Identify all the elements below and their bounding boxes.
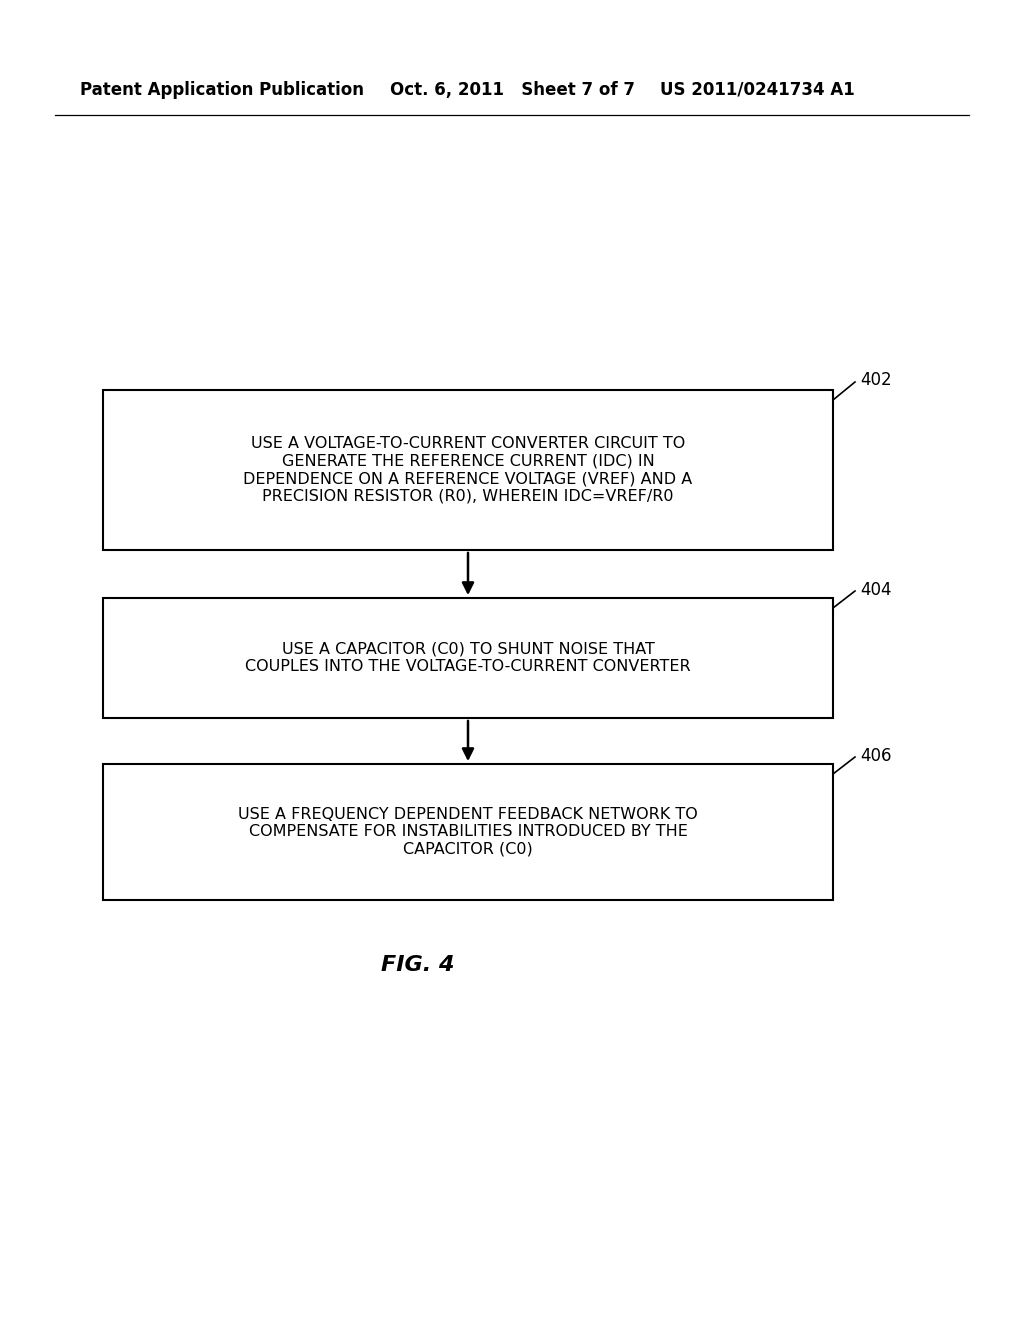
- Text: 402: 402: [860, 371, 892, 389]
- Bar: [103, 389, 833, 550]
- Bar: [103, 764, 833, 900]
- Text: Patent Application Publication: Patent Application Publication: [80, 81, 364, 99]
- Text: 404: 404: [860, 581, 892, 599]
- Text: FIG. 4: FIG. 4: [381, 954, 455, 975]
- Text: USE A CAPACITOR (C0) TO SHUNT NOISE THAT
COUPLES INTO THE VOLTAGE-TO-CURRENT CON: USE A CAPACITOR (C0) TO SHUNT NOISE THAT…: [245, 642, 691, 675]
- Bar: [103, 598, 833, 718]
- Text: USE A VOLTAGE-TO-CURRENT CONVERTER CIRCUIT TO
GENERATE THE REFERENCE CURRENT (ID: USE A VOLTAGE-TO-CURRENT CONVERTER CIRCU…: [244, 437, 692, 504]
- Text: 406: 406: [860, 747, 892, 766]
- Text: USE A FREQUENCY DEPENDENT FEEDBACK NETWORK TO
COMPENSATE FOR INSTABILITIES INTRO: USE A FREQUENCY DEPENDENT FEEDBACK NETWO…: [239, 807, 698, 857]
- Text: Oct. 6, 2011   Sheet 7 of 7: Oct. 6, 2011 Sheet 7 of 7: [390, 81, 635, 99]
- Text: US 2011/0241734 A1: US 2011/0241734 A1: [660, 81, 855, 99]
